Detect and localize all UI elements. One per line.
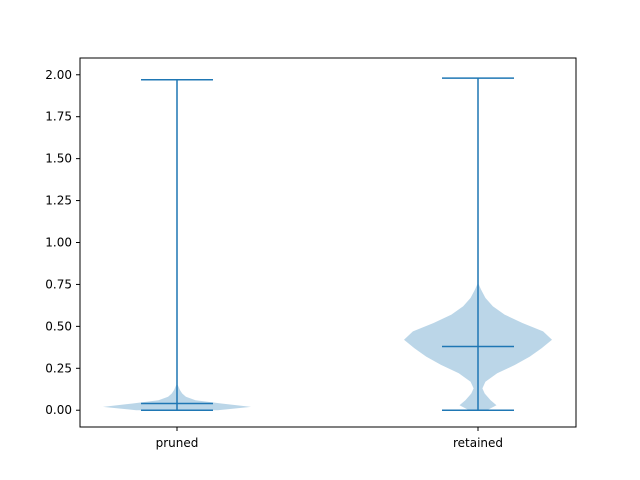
y-tick-label: 2.00: [45, 68, 72, 82]
y-tick-label: 0.25: [45, 361, 72, 375]
y-tick-label: 0.75: [45, 277, 72, 291]
plot-frame: [79, 57, 577, 428]
y-tick-label: 1.75: [45, 110, 72, 124]
y-tick-label: 1.25: [45, 194, 72, 208]
x-axis: pruned retained: [156, 427, 503, 450]
y-tick-label: 0.00: [45, 403, 72, 417]
y-tick-label: 0.50: [45, 319, 72, 333]
y-tick-label: 1.50: [45, 152, 72, 166]
x-tick-label-retained: retained: [453, 436, 503, 450]
y-axis: 0.00 0.25 0.50 0.75 1.00 1.25 1.50 1.75 2.00: [45, 68, 80, 417]
x-tick-label-pruned: pruned: [156, 436, 199, 450]
y-tick-label: 1.00: [45, 236, 72, 250]
violin-lines: [141, 77, 514, 411]
